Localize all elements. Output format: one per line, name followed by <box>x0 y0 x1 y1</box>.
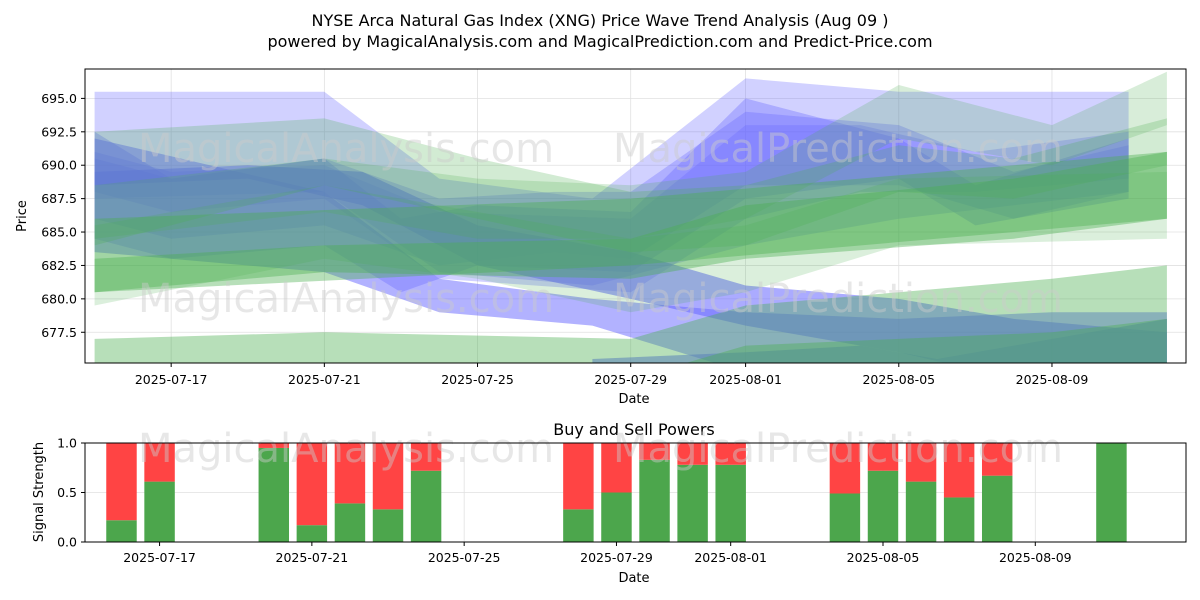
price-band-blue-2 <box>94 78 1129 286</box>
power-x-tick-label: 2025-08-01 <box>694 550 767 565</box>
price-y-tick-label: 682.5 <box>41 258 77 273</box>
buy-bar-2025-08-04 <box>829 493 861 542</box>
sell-bar-2025-07-30 <box>639 443 670 460</box>
buy-bar-2025-07-24 <box>410 470 442 542</box>
figure-title-line2: powered by MagicalAnalysis.com and Magic… <box>267 32 932 51</box>
sell-bar-2025-07-16 <box>106 443 137 521</box>
sell-bar-2025-08-05 <box>867 443 899 471</box>
power-bars <box>106 443 1127 542</box>
watermark-bottom-1: MagicalAnalysis.com <box>138 426 554 472</box>
price-y-tick-label: 680.0 <box>41 291 77 306</box>
power-x-tick-label: 2025-08-05 <box>847 550 920 565</box>
price-x-tick-label: 2025-07-21 <box>288 372 361 387</box>
price-band-green-10 <box>685 318 1167 363</box>
price-band-blue-4 <box>94 165 1167 363</box>
price-band-green-7 <box>94 151 1167 293</box>
buy-bar-2025-08-01 <box>715 464 746 542</box>
buy-bar-2025-08-06 <box>905 481 937 542</box>
price-x-axis-label: Date <box>618 392 649 407</box>
power-x-tick-label: 2025-08-09 <box>999 550 1072 565</box>
price-axes-frame <box>84 68 1187 364</box>
buy-bar-2025-08-11 <box>1096 443 1127 542</box>
price-wave-chart: MagicalAnalysis.com MagicalPrediction.co… <box>15 68 1187 407</box>
buy-bar-2025-07-23 <box>372 509 404 542</box>
price-band-green-8 <box>94 151 1167 293</box>
figure-title-line1: NYSE Arca Natural Gas Index (XNG) Price … <box>312 11 889 30</box>
sell-bar-2025-07-28 <box>563 443 594 510</box>
price-bands <box>94 71 1167 363</box>
buy-bar-2025-07-30 <box>639 459 670 542</box>
sell-bar-2025-07-31 <box>677 443 708 465</box>
price-x-tick-label: 2025-07-25 <box>441 372 514 387</box>
power-chart-title: Buy and Sell Powers <box>553 420 715 439</box>
price-x-tick-label: 2025-08-05 <box>862 372 935 387</box>
price-y-tick-label: 677.5 <box>41 325 77 340</box>
power-x-tick-label: 2025-07-29 <box>580 550 653 565</box>
buy-bar-2025-07-31 <box>677 464 708 542</box>
buy-bar-2025-07-29 <box>601 492 632 542</box>
buy-bar-2025-08-05 <box>867 470 899 542</box>
sell-bar-2025-07-20 <box>258 443 290 448</box>
price-x-ticks: 2025-07-17 2025-07-21 2025-07-25 2025-07-29… <box>135 363 1088 387</box>
sell-bar-2025-07-22 <box>334 443 366 504</box>
buy-sell-power-chart: Buy and Sell Powers MagicalAnalysis.com … <box>32 420 1187 586</box>
price-x-tick-label: 2025-08-09 <box>1016 372 1089 387</box>
price-x-tick-label: 2025-08-01 <box>709 372 782 387</box>
price-band-blue-1 <box>94 125 1129 293</box>
price-y-ticks: 677.5 680.0 682.5 685.0 687.5 690.0 692.5 695.0 <box>41 91 85 340</box>
sell-bar-2025-08-07 <box>943 443 975 498</box>
buy-bar-2025-08-07 <box>943 497 975 542</box>
price-y-tick-label: 690.0 <box>41 158 77 173</box>
sell-bar-2025-08-01 <box>715 443 746 465</box>
buy-bar-2025-07-20 <box>258 447 290 542</box>
power-y-tick-label: 0.5 <box>57 485 77 500</box>
power-x-tick-label: 2025-07-21 <box>276 550 349 565</box>
price-y-tick-label: 692.5 <box>41 124 77 139</box>
price-band-green-13 <box>94 171 1167 313</box>
power-x-tick-label: 2025-07-17 <box>123 550 196 565</box>
price-y-tick-label: 685.0 <box>41 225 77 240</box>
price-band-blue-6 <box>592 318 1167 363</box>
buy-bar-2025-07-28 <box>563 509 594 542</box>
buy-bar-2025-07-17 <box>144 481 175 542</box>
buy-bar-2025-07-16 <box>106 520 137 542</box>
watermark-top-4: MagicalPrediction.com <box>613 276 1063 322</box>
sell-bar-2025-07-24 <box>410 443 442 471</box>
power-x-axis-label: Date <box>618 571 649 586</box>
buy-bar-2025-08-08 <box>981 475 1013 542</box>
price-x-tick-label: 2025-07-17 <box>135 372 208 387</box>
watermark-top-1: MagicalAnalysis.com <box>138 126 554 172</box>
power-y-ticks: 0.0 0.5 1.0 <box>57 436 85 550</box>
sell-bar-2025-07-29 <box>601 443 632 493</box>
price-y-tick-label: 695.0 <box>41 91 77 106</box>
sell-bar-2025-08-04 <box>829 443 861 494</box>
price-band-green-9 <box>94 265 1167 363</box>
sell-bar-2025-08-06 <box>905 443 937 482</box>
power-y-tick-label: 1.0 <box>57 436 77 451</box>
price-band-blue-5 <box>94 111 1129 266</box>
sell-bar-2025-07-17 <box>144 443 175 482</box>
price-band-green-12 <box>94 71 1167 239</box>
buy-bar-2025-07-21 <box>296 525 328 542</box>
power-x-tick-label: 2025-07-25 <box>428 550 501 565</box>
price-band-green-11 <box>94 118 1167 253</box>
sell-bar-2025-08-08 <box>981 443 1013 476</box>
buy-bar-2025-07-22 <box>334 503 366 542</box>
power-x-ticks: 2025-07-17 2025-07-21 2025-07-25 2025-07-29… <box>123 542 1072 565</box>
watermark-top-2: MagicalPrediction.com <box>613 126 1063 172</box>
price-y-tick-label: 687.5 <box>41 191 77 206</box>
watermark-top-3: MagicalAnalysis.com <box>138 276 554 322</box>
power-y-axis-label: Signal Strength <box>32 442 47 542</box>
watermark-bottom-2: MagicalPrediction.com <box>613 426 1063 472</box>
power-y-tick-label: 0.0 <box>57 535 77 550</box>
sell-bar-2025-07-23 <box>372 443 404 510</box>
price-y-axis-label: Price <box>15 200 30 232</box>
sell-bar-2025-07-21 <box>296 443 328 526</box>
price-x-tick-label: 2025-07-29 <box>594 372 667 387</box>
